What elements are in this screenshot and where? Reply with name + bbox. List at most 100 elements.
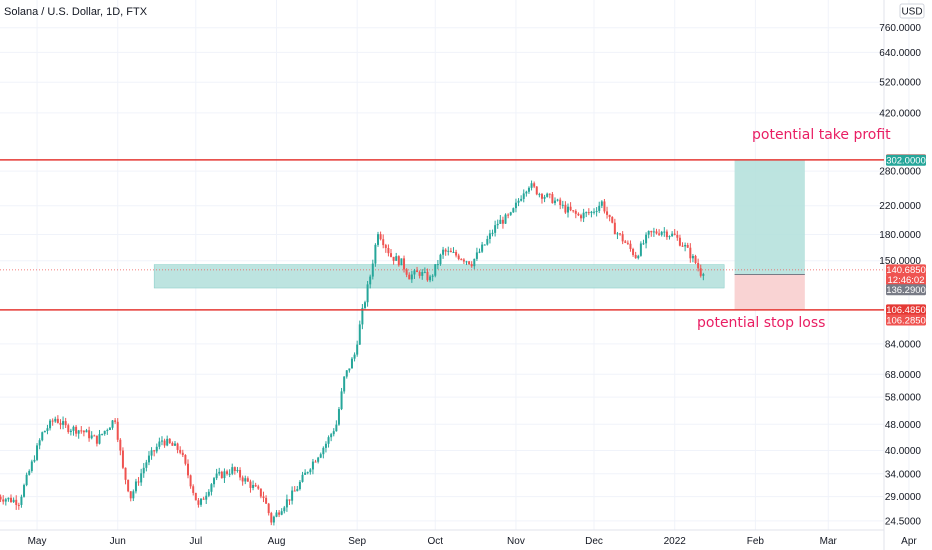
candle-body (309, 469, 312, 473)
candle-body (108, 427, 111, 431)
candle-body (595, 210, 598, 212)
candle-body (517, 200, 520, 203)
candle-body (616, 233, 619, 235)
x-tick-label: Jun (110, 536, 126, 547)
candle-body (202, 498, 205, 500)
candle-body (556, 199, 559, 201)
x-axis[interactable]: May Jun Jul Aug Sep Oct Nov Dec 2022 Feb Mar Apr (28, 536, 918, 547)
stop-loss-zone (734, 274, 805, 311)
y-tick-label: 40.0000 (885, 446, 922, 457)
candle-body (397, 256, 400, 266)
candle-body (30, 461, 33, 471)
candle-body (642, 243, 645, 245)
candle-body (395, 256, 398, 261)
candle-body (530, 183, 533, 188)
candle-body (613, 222, 616, 235)
candle-body (228, 473, 231, 475)
candle-body (194, 492, 197, 501)
price-tag (886, 154, 926, 166)
candle-body (77, 430, 80, 434)
candle-body (488, 233, 491, 239)
candle-body (252, 485, 255, 488)
candle-body (119, 439, 122, 451)
candle-body (423, 271, 426, 273)
candle-body (585, 212, 588, 214)
candle-body (684, 244, 687, 247)
candle-body (189, 475, 192, 487)
candle-body (46, 428, 49, 431)
price-tag (886, 304, 926, 316)
take-profit-zone (734, 160, 805, 275)
candle-body (462, 259, 465, 262)
candle-body (90, 435, 93, 439)
candle-body (142, 467, 145, 474)
candle-body (431, 275, 434, 277)
candle-body (543, 196, 546, 199)
candle-body (319, 454, 322, 458)
candle-body (72, 426, 75, 431)
candle-body (160, 440, 163, 442)
candle-body (233, 467, 236, 472)
candle-body (80, 430, 83, 432)
candle-body (4, 499, 7, 502)
candle-body (345, 370, 348, 377)
candle-body (285, 499, 288, 508)
candle-body (296, 489, 299, 492)
candle-body (270, 513, 273, 523)
candle-body (650, 230, 653, 233)
candle-body (93, 435, 96, 437)
price-tag-label: 302.0000 (886, 156, 926, 167)
candle-body (686, 244, 689, 248)
candle-body (75, 426, 78, 434)
candle-body (158, 441, 161, 447)
candle-body (226, 471, 229, 474)
candle-body (580, 215, 583, 219)
candle-body (293, 490, 296, 492)
candle-body (249, 481, 252, 488)
candle-body (205, 495, 208, 500)
candle-body (501, 219, 504, 224)
candle-body (124, 467, 127, 480)
price-tag-label: 12:46:02 (888, 275, 925, 286)
candle-body (416, 270, 419, 273)
candle-body (590, 211, 593, 214)
candle-body (41, 432, 44, 441)
candle-body (611, 217, 614, 223)
x-tick-label: Aug (268, 536, 286, 547)
candle-body (129, 491, 132, 499)
candle-body (184, 455, 187, 464)
candle-body (408, 274, 411, 280)
candle-body (361, 307, 364, 325)
candle-body (103, 430, 106, 434)
candle-body (33, 459, 36, 462)
candle-body (525, 191, 528, 194)
candle-body (426, 271, 429, 281)
candle-body (619, 233, 622, 235)
y-tick-label: 420.0000 (879, 108, 921, 119)
candle-body (468, 261, 471, 265)
candle-body (691, 255, 694, 259)
candle-body (481, 244, 484, 252)
candle-body (218, 471, 221, 474)
currency-button[interactable]: USD (899, 3, 925, 19)
candle-body (655, 231, 658, 234)
chart-zones (0, 160, 884, 311)
candle-body (114, 420, 117, 422)
candle-body (551, 194, 554, 204)
y-tick-label: 29.0000 (885, 492, 922, 503)
candle-body (567, 206, 569, 213)
candle-body (241, 477, 244, 482)
candle-body (322, 447, 325, 455)
candle-body (569, 206, 572, 211)
y-tick-label: 760.0000 (879, 23, 921, 34)
candle-body (600, 201, 603, 206)
candle-body (514, 202, 517, 209)
x-tick-label: Mar (820, 536, 838, 547)
price-tags: 302.7600302.0000140.685012:46:02136.2900… (886, 154, 926, 326)
candle-body (587, 212, 590, 214)
candle-body (637, 255, 640, 259)
candle-body (272, 516, 275, 523)
y-axis[interactable]: 760.0000 640.0000 520.0000 420.0000 280.0000… (879, 23, 921, 527)
candle-body (410, 274, 413, 280)
